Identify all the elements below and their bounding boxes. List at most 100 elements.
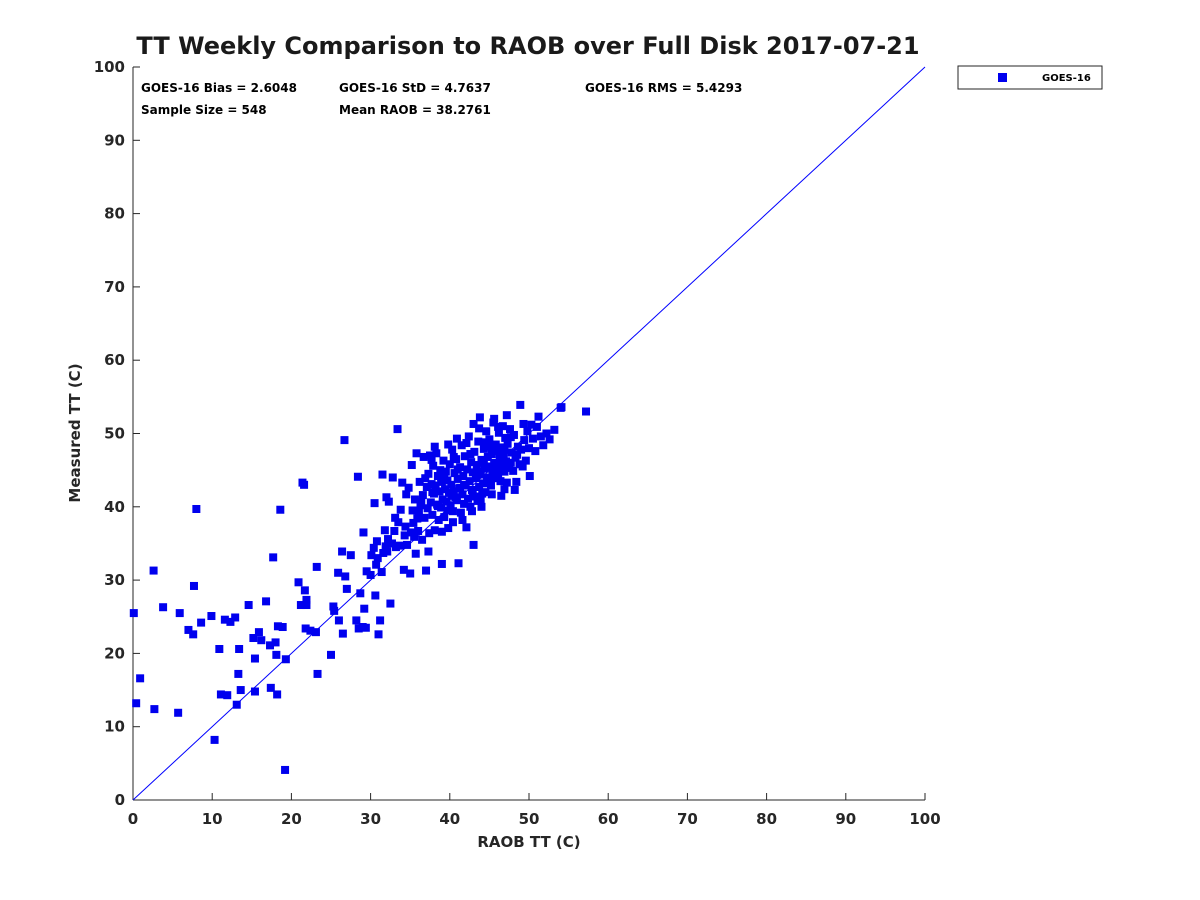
data-point [391,513,400,522]
data-point [414,507,423,516]
data-point [486,442,495,451]
data-point [474,437,483,446]
y-tick-label: 20 [104,644,125,662]
data-point [512,477,521,486]
data-point [150,705,159,714]
x-tick-label: 90 [835,810,856,828]
stat-std: GOES-16 StD = 4.7637 [339,81,491,95]
data-point [448,445,457,454]
data-point [250,654,259,663]
data-point [269,553,278,562]
y-axis-ticks: 0 10 20 30 40 50 60 70 80 90 100 [94,58,140,809]
data-point [384,497,393,506]
y-tick-label: 90 [104,131,125,149]
x-axis-ticks: 0 10 20 30 40 50 60 70 80 90 100 [128,793,941,828]
x-tick-label: 80 [756,810,777,828]
data-point [422,566,431,575]
data-point [294,578,303,587]
data-point [464,494,473,503]
data-point [476,496,485,505]
data-point [460,452,469,461]
data-point [406,528,415,537]
data-point [454,559,463,568]
data-point [503,439,512,448]
data-point [361,623,370,632]
data-point [471,474,480,483]
stat-bias: GOES-16 Bias = 2.6048 [141,81,297,95]
data-point [550,425,559,434]
data-point [545,435,554,444]
data-point [338,629,347,638]
data-point [432,449,441,458]
data-point [475,424,484,433]
x-tick-label: 100 [909,810,940,828]
data-point [340,436,349,445]
data-point [232,700,241,709]
data-point [452,496,461,505]
data-point [469,419,478,428]
data-point [458,515,467,524]
data-point [477,502,486,511]
data-point [184,625,193,634]
data-point [273,690,282,699]
data-point [479,444,488,453]
y-axis-label: Measured TT (C) [66,363,84,502]
data-point [429,461,438,470]
data-point [422,483,431,492]
data-point [313,669,322,678]
data-point [459,472,468,481]
data-point [483,473,492,482]
data-point [207,612,216,621]
data-point [517,445,526,454]
data-point [487,450,496,459]
data-point [329,602,338,611]
data-point [507,448,516,457]
data-point [468,491,477,500]
data-point [520,436,529,445]
data-point [302,595,311,604]
data-point [356,589,365,598]
data-point [387,539,396,548]
data-point [443,506,452,515]
data-point [440,513,449,522]
legend: GOES-16 [957,65,1103,90]
data-point [273,622,282,631]
data-point [192,504,201,513]
data-point [449,487,458,496]
data-point [437,473,446,482]
data-point [437,527,446,536]
data-point [479,458,488,467]
data-point [418,491,427,500]
data-point [302,601,311,610]
data-point [582,407,591,416]
data-point [487,490,496,499]
data-point [509,466,518,475]
data-point [383,547,392,556]
data-point [428,488,437,497]
data-point [494,422,503,431]
data-point [425,529,434,538]
legend-box [957,65,1103,90]
data-point [436,466,445,475]
data-point [536,432,545,441]
data-point [433,502,442,511]
data-point [296,601,305,610]
stat-rms: GOES-16 RMS = 5.4293 [585,81,742,95]
y-tick-label: 30 [104,571,125,589]
data-point [276,505,285,514]
data-point [499,451,508,460]
data-point [505,425,514,434]
data-point [453,465,462,474]
data-point [458,490,467,499]
data-point [430,442,439,451]
data-point [456,483,465,492]
data-point [446,501,455,510]
stat-sample-size: Sample Size = 548 [141,103,267,117]
data-point [542,429,551,438]
data-point [500,485,509,494]
data-point [516,400,525,409]
data-point [460,499,469,508]
data-point [249,634,258,643]
data-point [159,603,168,612]
x-tick-label: 70 [677,810,698,828]
